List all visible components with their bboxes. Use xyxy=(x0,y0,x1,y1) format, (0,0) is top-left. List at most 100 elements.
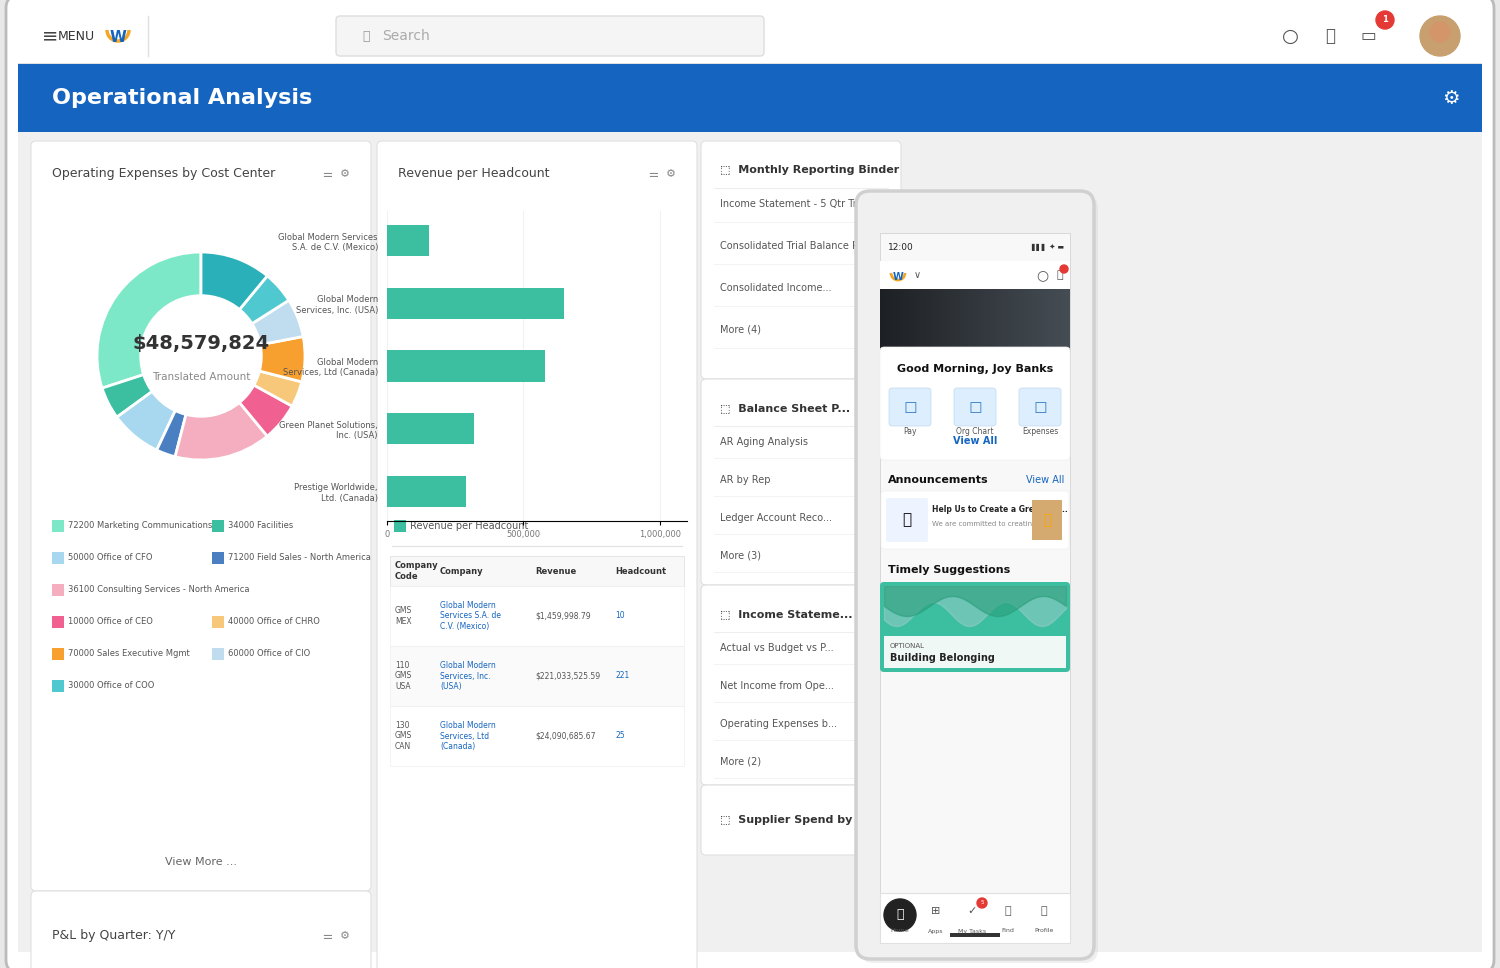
Text: Global Modern
Services, Ltd
(Canada): Global Modern Services, Ltd (Canada) xyxy=(440,721,495,751)
Text: Org Chart: Org Chart xyxy=(957,427,993,436)
FancyBboxPatch shape xyxy=(890,388,932,426)
FancyBboxPatch shape xyxy=(856,191,1094,959)
Bar xyxy=(880,893,1070,943)
Bar xyxy=(53,520,64,532)
Text: MENU: MENU xyxy=(58,29,94,43)
Text: 👥: 👥 xyxy=(903,512,912,528)
Text: OPTIONAL: OPTIONAL xyxy=(890,643,926,649)
Text: More (2): More (2) xyxy=(720,757,760,767)
Wedge shape xyxy=(176,403,267,460)
Text: Actual vs Budget vs P...: Actual vs Budget vs P... xyxy=(720,643,834,653)
Wedge shape xyxy=(240,276,290,323)
FancyBboxPatch shape xyxy=(886,498,928,542)
Text: ▭: ▭ xyxy=(1360,27,1376,45)
Text: ◻: ◻ xyxy=(1034,398,1047,416)
Text: ⚌: ⚌ xyxy=(648,169,658,179)
Text: $1,459,998.79: $1,459,998.79 xyxy=(536,612,591,620)
Text: ▌▌▌ ✦ ▬: ▌▌▌ ✦ ▬ xyxy=(1030,243,1063,251)
Wedge shape xyxy=(117,391,176,450)
Text: ⚙: ⚙ xyxy=(340,931,350,941)
Text: My Tasks: My Tasks xyxy=(958,928,986,933)
Text: 71200 Field Sales - North America: 71200 Field Sales - North America xyxy=(228,554,370,562)
Text: Profile: Profile xyxy=(1035,928,1053,933)
Text: Headcount: Headcount xyxy=(615,566,666,576)
Bar xyxy=(211,616,223,628)
Circle shape xyxy=(976,898,987,908)
Text: Translated Amount: Translated Amount xyxy=(152,372,250,381)
Wedge shape xyxy=(156,410,186,457)
Wedge shape xyxy=(254,371,302,407)
Text: View More ...: View More ... xyxy=(165,857,237,867)
Text: ⚙: ⚙ xyxy=(666,169,676,179)
Bar xyxy=(387,287,564,319)
FancyBboxPatch shape xyxy=(700,585,901,785)
Text: Good Morning, Joy Banks: Good Morning, Joy Banks xyxy=(897,364,1053,374)
Text: 30000 Office of COO: 30000 Office of COO xyxy=(68,681,154,690)
Bar xyxy=(211,520,223,532)
Text: Expenses: Expenses xyxy=(1022,427,1058,436)
Text: Building Belonging: Building Belonging xyxy=(890,653,995,663)
FancyBboxPatch shape xyxy=(880,491,1070,549)
FancyBboxPatch shape xyxy=(336,16,764,56)
Bar xyxy=(950,933,1000,937)
Text: 1: 1 xyxy=(1382,15,1388,24)
Text: Revenue per Headcount: Revenue per Headcount xyxy=(398,167,549,180)
Text: Search: Search xyxy=(382,29,429,43)
Text: Company
Code: Company Code xyxy=(394,561,438,581)
Text: View All: View All xyxy=(952,436,998,446)
Bar xyxy=(53,552,64,564)
Text: ≡: ≡ xyxy=(42,26,58,45)
Text: 5: 5 xyxy=(981,900,984,905)
Text: 36100 Consulting Services - North America: 36100 Consulting Services - North Americ… xyxy=(68,586,249,594)
Circle shape xyxy=(884,899,916,931)
Text: Operating Expenses b...: Operating Expenses b... xyxy=(720,719,837,729)
FancyBboxPatch shape xyxy=(954,388,996,426)
Circle shape xyxy=(1060,265,1068,273)
Text: Revenue per Headcount: Revenue per Headcount xyxy=(410,521,528,531)
Wedge shape xyxy=(240,385,292,437)
Text: Global Modern
Services, Inc.
(USA): Global Modern Services, Inc. (USA) xyxy=(440,661,495,691)
Text: Global Modern
Services S.A. de
C.V. (Mexico): Global Modern Services S.A. de C.V. (Mex… xyxy=(440,601,501,631)
Text: W: W xyxy=(110,31,126,45)
Text: ⚌: ⚌ xyxy=(322,169,332,179)
Text: 25: 25 xyxy=(615,732,624,741)
Text: ◻: ◻ xyxy=(968,398,982,416)
Text: 🔔: 🔔 xyxy=(1324,27,1335,45)
Bar xyxy=(18,132,1482,952)
Wedge shape xyxy=(252,300,303,345)
Text: $221,033,525.59: $221,033,525.59 xyxy=(536,672,600,681)
Text: Help Us to Create a Great Pla...: Help Us to Create a Great Pla... xyxy=(932,505,1068,515)
Bar xyxy=(53,584,64,596)
Text: Ledger Account Reco...: Ledger Account Reco... xyxy=(720,513,833,523)
Text: Find: Find xyxy=(1002,928,1014,933)
Text: ›: › xyxy=(880,197,886,211)
Text: 50000 Office of CFO: 50000 Office of CFO xyxy=(68,554,153,562)
Text: Operational Analysis: Operational Analysis xyxy=(53,88,312,108)
FancyBboxPatch shape xyxy=(880,582,1070,672)
Text: We are committed to creating a gr...: We are committed to creating a gr... xyxy=(932,521,1059,527)
Bar xyxy=(394,520,406,532)
Text: ○: ○ xyxy=(1036,268,1048,282)
Bar xyxy=(53,680,64,692)
Bar xyxy=(880,233,1070,893)
FancyBboxPatch shape xyxy=(6,0,1494,968)
Text: 60000 Office of CIO: 60000 Office of CIO xyxy=(228,650,310,658)
Text: 10: 10 xyxy=(615,612,624,620)
Bar xyxy=(18,8,1482,64)
Text: ⊞: ⊞ xyxy=(932,906,940,916)
Text: ○: ○ xyxy=(1281,26,1299,45)
Bar xyxy=(387,413,474,444)
Text: More (4): More (4) xyxy=(720,325,760,335)
FancyBboxPatch shape xyxy=(32,891,370,968)
Text: 🔍: 🔍 xyxy=(362,29,369,43)
Wedge shape xyxy=(260,337,305,381)
Bar xyxy=(387,226,429,257)
Text: 12:00: 12:00 xyxy=(888,243,914,252)
Text: ⚌: ⚌ xyxy=(322,931,332,941)
Text: $48,579,824: $48,579,824 xyxy=(132,334,270,353)
FancyBboxPatch shape xyxy=(376,141,698,968)
Bar xyxy=(884,636,1066,668)
Text: $24,090,685.67: $24,090,685.67 xyxy=(536,732,596,741)
Text: Timely Suggestions: Timely Suggestions xyxy=(888,565,1011,575)
FancyBboxPatch shape xyxy=(700,141,901,379)
